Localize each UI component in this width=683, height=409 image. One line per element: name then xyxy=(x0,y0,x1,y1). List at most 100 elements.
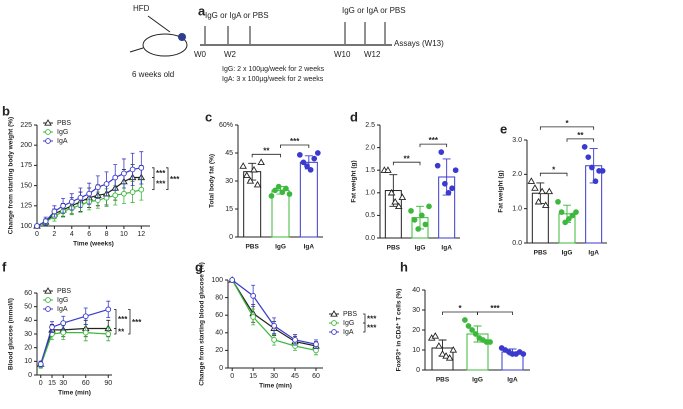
legend-label: IgA xyxy=(57,138,68,145)
marker xyxy=(129,189,136,195)
sig-bracket xyxy=(539,126,595,130)
x-tick-label: 60 xyxy=(312,373,320,380)
marker xyxy=(445,189,452,196)
sig-label: *** xyxy=(367,324,377,333)
sig-bracket xyxy=(128,309,131,335)
sig-label: *** xyxy=(118,315,128,324)
marker xyxy=(229,277,236,283)
marker xyxy=(472,331,479,337)
panel-letter: e xyxy=(500,121,507,136)
x-tick-label: IgA xyxy=(304,244,315,251)
treatment-label: IgG or IgA or PBS xyxy=(205,11,269,20)
marker xyxy=(434,162,441,169)
legend-label: IgA xyxy=(343,329,354,336)
sig-label: *** xyxy=(156,180,166,189)
legend-marker xyxy=(331,329,337,335)
marker xyxy=(253,180,262,188)
sig-label: * xyxy=(458,304,462,313)
marker xyxy=(129,166,136,173)
sig-bracket xyxy=(152,167,155,178)
y-tick-label: 30 xyxy=(412,307,420,314)
marker xyxy=(250,314,256,320)
sig-label: * xyxy=(552,165,556,174)
legend-marker xyxy=(45,138,51,144)
sig-label: *** xyxy=(367,315,377,324)
marker xyxy=(304,163,310,169)
marker xyxy=(465,323,472,329)
x-tick-label: 60 xyxy=(82,380,90,387)
x-tick-label: PBS xyxy=(387,245,401,252)
x-tick-label: 15 xyxy=(249,373,257,380)
y-tick-label: 15 xyxy=(225,206,233,213)
assays-label: Assays (W13) xyxy=(394,39,444,48)
marker xyxy=(275,183,282,190)
marker xyxy=(283,185,289,192)
y-tick-label: 0.5 xyxy=(365,212,375,219)
x-tick-label: 0 xyxy=(230,373,234,380)
marker xyxy=(313,341,319,348)
marker xyxy=(121,190,127,197)
x-tick-label: IgA xyxy=(588,250,599,257)
marker xyxy=(573,209,579,215)
x-tick-label: PBS xyxy=(245,244,259,251)
marker xyxy=(314,150,321,156)
legend-marker xyxy=(45,306,51,312)
marker xyxy=(286,191,293,197)
y-axis-title: Fat weight (g) xyxy=(498,170,505,212)
marker xyxy=(569,212,576,219)
y-tick-label: 20 xyxy=(412,327,420,334)
y-tick-label: 40 xyxy=(24,317,32,324)
y-tick-label: 1.0 xyxy=(512,206,522,213)
marker xyxy=(307,166,314,173)
panel-a: a HFD IgG or IgA or PBS IgG or IgA or PB… xyxy=(129,3,444,83)
legend-label: PBS xyxy=(343,311,357,318)
y-axis-title: Change from starting blood glucose (%) xyxy=(199,262,206,386)
sig-label: ** xyxy=(577,131,584,140)
x-tick-label: IgG xyxy=(472,377,483,384)
marker xyxy=(37,361,44,367)
y-tick-label: 20 xyxy=(24,345,32,352)
marker xyxy=(589,164,595,171)
week-label: W10 xyxy=(334,50,351,59)
marker xyxy=(531,184,539,191)
sig-bracket xyxy=(166,167,169,191)
y-tick-label: 0 xyxy=(229,234,233,241)
marker xyxy=(469,327,475,333)
marker xyxy=(242,171,251,179)
marker xyxy=(60,320,67,326)
y-tick-label: 2.0 xyxy=(365,144,375,151)
sig-bracket xyxy=(280,144,310,148)
mouse-ear xyxy=(178,33,186,41)
marker xyxy=(105,306,112,313)
week-label: W2 xyxy=(224,50,237,59)
panel-letter: g xyxy=(195,259,203,274)
legend-label: IgG xyxy=(57,297,68,304)
marker xyxy=(426,203,432,210)
x-tick-label: IgG xyxy=(562,250,573,257)
sig-bracket xyxy=(251,153,281,158)
marker xyxy=(250,292,256,299)
legend-label: IgG xyxy=(343,320,354,327)
marker xyxy=(82,313,89,320)
panel-letter: b xyxy=(2,103,10,118)
marker xyxy=(558,209,565,215)
panel-letter: a xyxy=(198,3,206,18)
y-axis-title: Blood glucose (mmol/l) xyxy=(8,298,15,370)
y-tick-label: 175 xyxy=(20,162,32,169)
marker xyxy=(520,351,527,357)
sig-label: *** xyxy=(156,169,166,178)
y-axis-title: Change from starting body weight (%) xyxy=(8,117,15,234)
sig-label: *** xyxy=(429,136,439,145)
marker xyxy=(487,339,493,345)
x-tick-label: 45 xyxy=(291,373,299,380)
marker xyxy=(599,168,606,174)
sig-bracket xyxy=(363,313,366,324)
marker xyxy=(138,164,145,171)
hfd-label: HFD xyxy=(133,4,150,13)
marker xyxy=(42,218,49,225)
x-tick-label: PBS xyxy=(436,377,450,384)
marker xyxy=(112,174,119,181)
y-tick-label: 100 xyxy=(211,277,223,284)
x-tick-label: IgA xyxy=(441,245,452,252)
marker xyxy=(445,354,454,361)
